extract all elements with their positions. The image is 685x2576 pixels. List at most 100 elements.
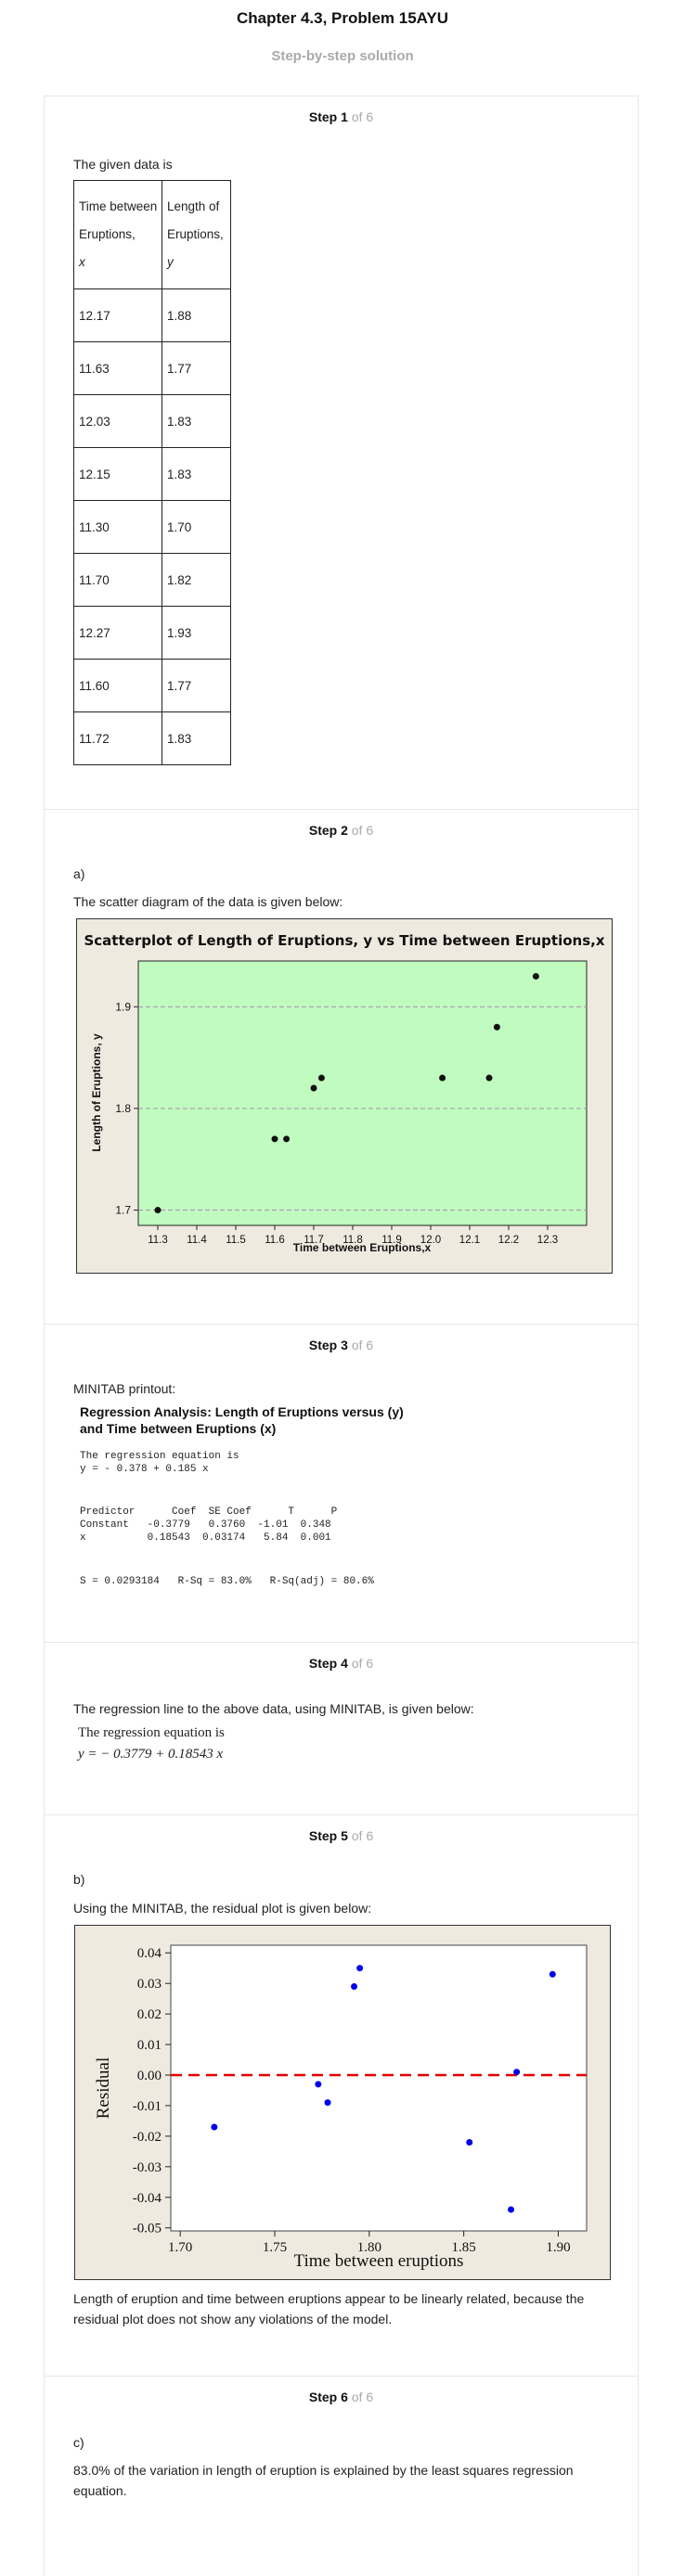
header-x-line-2: Eruptions,	[79, 227, 136, 241]
step-4-eq-label: The regression equation is	[78, 1725, 225, 1740]
header-y: Length of Eruptions, y	[162, 180, 231, 289]
scatter-title: Scatterplot of Length of Eruptions, y vs…	[84, 932, 604, 949]
step-3-heading: Step 3 of 6	[45, 1338, 638, 1352]
scatter-y-tick-label: 1.7	[115, 1204, 131, 1217]
scatter-ylabel: Length of Eruptions, y	[90, 1033, 103, 1152]
cell-x: 11.30	[73, 500, 162, 554]
scatter-x-tick-label: 12.3	[537, 1235, 558, 1246]
cell-y: 1.88	[162, 288, 231, 342]
step-4-text: The regression line to the above data, u…	[73, 1701, 474, 1716]
scatter-x-axis: 11.3 11.4 11.5 11.6 11.7 11.8 11.9 12.0 12.1 12.2…	[148, 1225, 558, 1246]
residual-x-axis: 1.70 1.75 1.80 1.85 1.90	[168, 2231, 571, 2255]
residual-y-tick-label: -0.03	[133, 2160, 162, 2175]
residual-xlabel: Time between eruptions	[294, 2251, 464, 2271]
minitab-eq-label: The regression equation is	[80, 1451, 239, 1462]
page-title: Chapter 4.3, Problem 15AYU	[236, 9, 448, 27]
cell-x: 12.17	[73, 288, 162, 342]
minitab-eq: y = - 0.378 + 0.185 x	[80, 1464, 209, 1475]
residual-y-tick-label: 0.00	[137, 2069, 162, 2083]
scatter-grid	[138, 1006, 587, 1211]
step-5-part: b)	[73, 1872, 85, 1887]
table-row: 12.17 1.88	[73, 288, 231, 342]
step-1-heading: Step 1 of 6	[45, 109, 638, 124]
step-3-intro: MINITAB printout:	[73, 1381, 176, 1396]
table-row: 11.60 1.77	[73, 659, 231, 712]
cell-x: 11.60	[73, 659, 162, 712]
residual-points	[211, 1965, 556, 2213]
scatter-point	[154, 1207, 162, 1214]
step-2-card: Step 2 of 6 a) The scatter diagram of th…	[44, 810, 639, 1325]
residual-point	[513, 2069, 521, 2076]
residual-x-tick-label: 1.75	[263, 2240, 287, 2255]
scatter-point	[485, 1074, 493, 1082]
table-row: 12.03 1.83	[73, 394, 231, 448]
scatter-point	[493, 1023, 500, 1031]
scatter-points	[154, 972, 539, 1214]
step-4-heading: Step 4 of 6	[45, 1656, 638, 1671]
scatter-x-tick-label: 12.0	[420, 1235, 441, 1246]
table-row: 11.30 1.70	[73, 500, 231, 554]
residual-y-axis: -0.05 -0.04 -0.03 -0.02 -0.01 0.00 0.01 0.02 0.0…	[133, 1946, 171, 2236]
header-y-line-3: y	[167, 255, 174, 269]
scatter-x-tick-label: 11.4	[187, 1235, 207, 1246]
step-2-part: a)	[73, 866, 85, 881]
scatterplot-chart: Scatterplot of Length of Eruptions, y vs…	[84, 932, 604, 1254]
scatter-x-tick-label: 11.5	[226, 1235, 246, 1246]
step-1-of: of 6	[351, 109, 374, 124]
page-subtitle: Step-by-step solution	[271, 48, 414, 64]
step-5-card: Step 5 of 6 b) Using the MINITAB, the re…	[44, 1815, 639, 2377]
header-x-line-3: x	[79, 255, 85, 269]
step-1-intro: The given data is	[73, 157, 173, 172]
step-3-label: Step 3	[308, 1338, 348, 1352]
step-2-label: Step 2	[308, 823, 348, 838]
scatter-point	[532, 972, 539, 980]
scatter-x-tick-label: 11.8	[342, 1235, 363, 1246]
cell-x: 12.03	[73, 394, 162, 448]
header-x: Time between Eruptions, x	[73, 180, 162, 289]
step-5-label: Step 5	[308, 1828, 348, 1843]
residual-point	[351, 1982, 358, 1990]
residual-point	[466, 2138, 473, 2146]
cell-y: 1.77	[162, 341, 231, 395]
step-6-text: 83.0% of the variation in length of erup…	[73, 2463, 574, 2498]
residual-ylabel: Residual	[94, 2057, 113, 2120]
scatter-x-tick-label: 12.1	[459, 1235, 480, 1246]
scatter-x-tick-label: 11.6	[265, 1235, 285, 1246]
step-6-heading: Step 6 of 6	[45, 2390, 638, 2404]
step-1-card: Step 1 of 6 The given data is Time betwe…	[44, 96, 639, 810]
cell-y: 1.83	[162, 447, 231, 501]
header-y-line-2: Eruptions,	[167, 227, 224, 241]
step-5-heading: Step 5 of 6	[45, 1828, 638, 1843]
cell-x: 11.63	[73, 341, 162, 395]
scatter-point	[439, 1074, 446, 1082]
table-row: 11.72 1.83	[73, 711, 231, 765]
residual-x-tick-label: 1.80	[357, 2240, 381, 2255]
data-table: Time between Eruptions, x Length of Erup…	[73, 180, 231, 765]
step-5-text: Using the MINITAB, the residual plot is …	[73, 1901, 372, 1916]
scatter-x-tick-label: 11.9	[381, 1235, 402, 1246]
header-x-line-1: Time between	[79, 199, 158, 213]
cell-y: 1.83	[162, 711, 231, 765]
scatter-point	[310, 1084, 317, 1092]
table-row: 11.70 1.82	[73, 553, 231, 607]
minitab-table-row-x: x 0.18543 0.03174 5.84 0.001	[80, 1532, 331, 1544]
table-row: 12.15 1.83	[73, 447, 231, 501]
step-4-label: Step 4	[308, 1656, 348, 1671]
residual-point	[211, 2123, 218, 2131]
step-4-eq: y = − 0.3779 + 0.18543 x	[78, 1747, 224, 1762]
step-5-conclusion: Length of eruption and time between erup…	[73, 2291, 585, 2326]
table-row: 12.27 1.93	[73, 606, 231, 660]
cell-x: 11.72	[73, 711, 162, 765]
scatter-y-tick-label: 1.9	[115, 1000, 131, 1013]
scatter-y-tick-label: 1.8	[115, 1102, 131, 1115]
scatter-point	[283, 1135, 291, 1143]
step-1-label: Step 1	[308, 109, 348, 124]
residual-y-tick-label: -0.01	[133, 2099, 162, 2114]
residual-plot-chart: -0.05 -0.04 -0.03 -0.02 -0.01 0.00 0.01 0.02 0.0…	[94, 1944, 588, 2271]
residual-y-tick-label: -0.02	[133, 2130, 162, 2145]
scatter-x-tick-label: 11.7	[304, 1235, 324, 1246]
residual-y-tick-label: -0.04	[133, 2191, 162, 2206]
residual-plot-frame: -0.05 -0.04 -0.03 -0.02 -0.01 0.00 0.01 0.02 0.0…	[74, 1925, 611, 2280]
residual-point	[508, 2206, 515, 2213]
minitab-summary: S = 0.0293184 R-Sq = 83.0% R-Sq(adj) = 8…	[80, 1576, 374, 1587]
